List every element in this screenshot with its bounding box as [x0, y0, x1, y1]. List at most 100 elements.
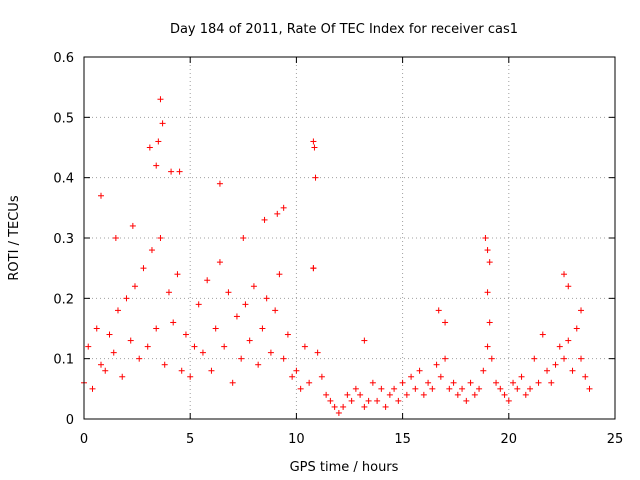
data-point: [408, 373, 415, 380]
data-point: [446, 385, 453, 392]
data-point: [97, 192, 104, 199]
data-point: [276, 271, 283, 278]
data-point: [297, 385, 304, 392]
data-point: [127, 337, 134, 344]
data-point: [429, 385, 436, 392]
data-point: [272, 307, 279, 314]
data-point: [153, 162, 160, 169]
data-point: [454, 391, 461, 398]
data-point: [195, 301, 202, 308]
x-axis-label: GPS time / hours: [290, 460, 399, 475]
data-point: [450, 379, 457, 386]
data-point: [157, 96, 164, 103]
data-point: [482, 235, 489, 241]
data-point: [250, 283, 257, 290]
data-point: [357, 391, 364, 398]
data-point: [386, 391, 393, 398]
data-point: [510, 379, 517, 386]
data-point: [403, 391, 410, 398]
data-point: [155, 138, 162, 145]
y-tick-label: 0.1: [53, 353, 74, 368]
data-point: [476, 385, 483, 392]
data-point: [106, 331, 113, 338]
data-point: [578, 307, 585, 314]
data-point: [146, 144, 153, 151]
data-point: [535, 379, 542, 386]
data-point: [85, 343, 92, 350]
y-tick-labels: 0 0.1 0.2 0.3 0.4 0.5 0.6: [53, 51, 74, 428]
y-tick-label: 0.3: [53, 232, 74, 247]
data-point: [565, 337, 572, 344]
y-tick-label: 0: [66, 413, 74, 428]
data-point: [187, 373, 194, 380]
data-point: [484, 289, 491, 296]
data-point: [199, 349, 206, 356]
x-tick-label: 15: [394, 432, 411, 447]
data-point: [178, 367, 185, 374]
data-point: [238, 355, 245, 362]
data-point: [488, 355, 495, 362]
data-point: [310, 138, 317, 145]
data-point: [280, 204, 287, 211]
data-point: [136, 355, 143, 362]
data-point: [344, 391, 351, 398]
data-point: [144, 343, 151, 350]
data-point: [216, 259, 223, 266]
data-point: [216, 180, 223, 187]
data-point: [119, 373, 126, 380]
data-point: [548, 379, 555, 386]
data-point: [301, 343, 308, 350]
data-point: [97, 361, 104, 368]
data-point: [518, 373, 525, 380]
data-point: [539, 331, 546, 338]
x-tick-label: 25: [607, 432, 624, 447]
data-point: [327, 397, 334, 404]
data-point: [131, 283, 138, 290]
data-point: [293, 367, 300, 374]
data-point: [391, 385, 398, 392]
data-point: [261, 216, 268, 223]
data-point: [565, 283, 572, 290]
data-point: [352, 385, 359, 392]
data-point: [280, 355, 287, 362]
data-point: [522, 391, 529, 398]
data-point: [263, 295, 270, 302]
data-point: [437, 373, 444, 380]
axis-ticks: [83, 56, 616, 420]
data-point: [114, 307, 121, 314]
data-point: [267, 349, 274, 356]
data-point: [335, 409, 342, 416]
data-point: [310, 265, 317, 272]
data-point: [225, 289, 232, 296]
data-point: [486, 319, 493, 326]
data-point: [191, 343, 198, 350]
data-point: [578, 355, 585, 362]
data-point: [442, 355, 449, 362]
data-point: [240, 235, 247, 241]
data-point: [531, 355, 538, 362]
data-point: [433, 361, 440, 368]
data-points: [81, 96, 593, 416]
data-point: [497, 385, 504, 392]
data-point: [129, 222, 136, 229]
x-tick-label: 5: [186, 432, 194, 447]
data-point: [573, 325, 580, 332]
data-point: [102, 367, 109, 374]
data-point: [463, 397, 470, 404]
data-point: [284, 331, 291, 338]
data-point: [274, 210, 281, 217]
data-point: [204, 277, 211, 284]
x-tick-label: 0: [80, 432, 88, 447]
data-point: [242, 301, 249, 308]
data-point: [159, 120, 166, 127]
data-point: [323, 391, 330, 398]
data-point: [176, 168, 183, 175]
data-point: [348, 397, 355, 404]
data-point: [480, 367, 487, 374]
data-point: [493, 379, 500, 386]
data-point: [153, 325, 160, 332]
grid-lines: [84, 57, 615, 419]
data-point: [170, 319, 177, 326]
data-point: [484, 343, 491, 350]
